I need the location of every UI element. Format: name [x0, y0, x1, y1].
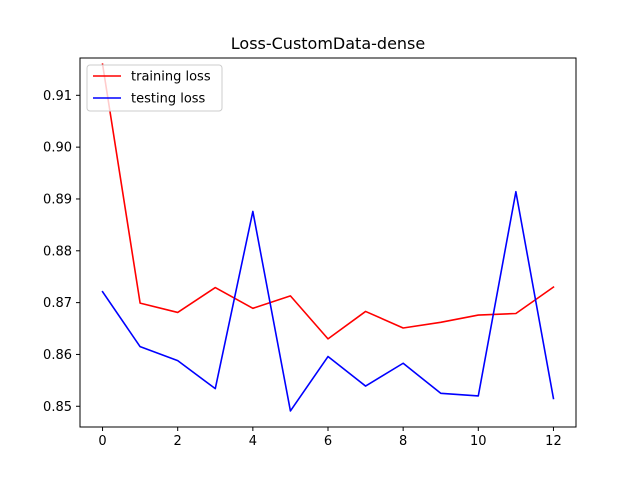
plot-area — [80, 58, 576, 427]
series-line-testing-loss — [101, 190, 555, 412]
x-tick-label: 0 — [98, 434, 106, 449]
plot-background — [80, 58, 576, 427]
y-tick-label: 0.85 — [43, 400, 72, 415]
x-tick-label: 4 — [249, 434, 257, 449]
y-tick-label: 0.90 — [43, 141, 72, 156]
legend: training loss testing loss — [86, 64, 223, 112]
y-tick-label: 0.91 — [43, 89, 72, 104]
y-tick-label: 0.89 — [43, 192, 72, 207]
y-tick-label: 0.86 — [43, 348, 72, 363]
chart-title: Loss-CustomData-dense — [231, 34, 425, 53]
legend-label-training-loss: training loss — [131, 70, 211, 85]
x-tick-label: 10 — [470, 434, 487, 449]
series-layer — [101, 63, 555, 412]
y-tick-label: 0.87 — [43, 296, 72, 311]
legend-label-testing-loss: testing loss — [131, 92, 206, 107]
x-tick-label: 6 — [324, 434, 332, 449]
x-tick-label: 2 — [174, 434, 182, 449]
x-tick-label: 12 — [545, 434, 562, 449]
series-line-training-loss — [101, 63, 555, 340]
x-tick-label: 8 — [399, 434, 407, 449]
y-tick-label: 0.88 — [43, 244, 72, 259]
axes-layer: 0 2 4 6 8 10 12 0.85 0.86 0.87 0.88 0.89 0.90 0.91 — [43, 57, 577, 449]
